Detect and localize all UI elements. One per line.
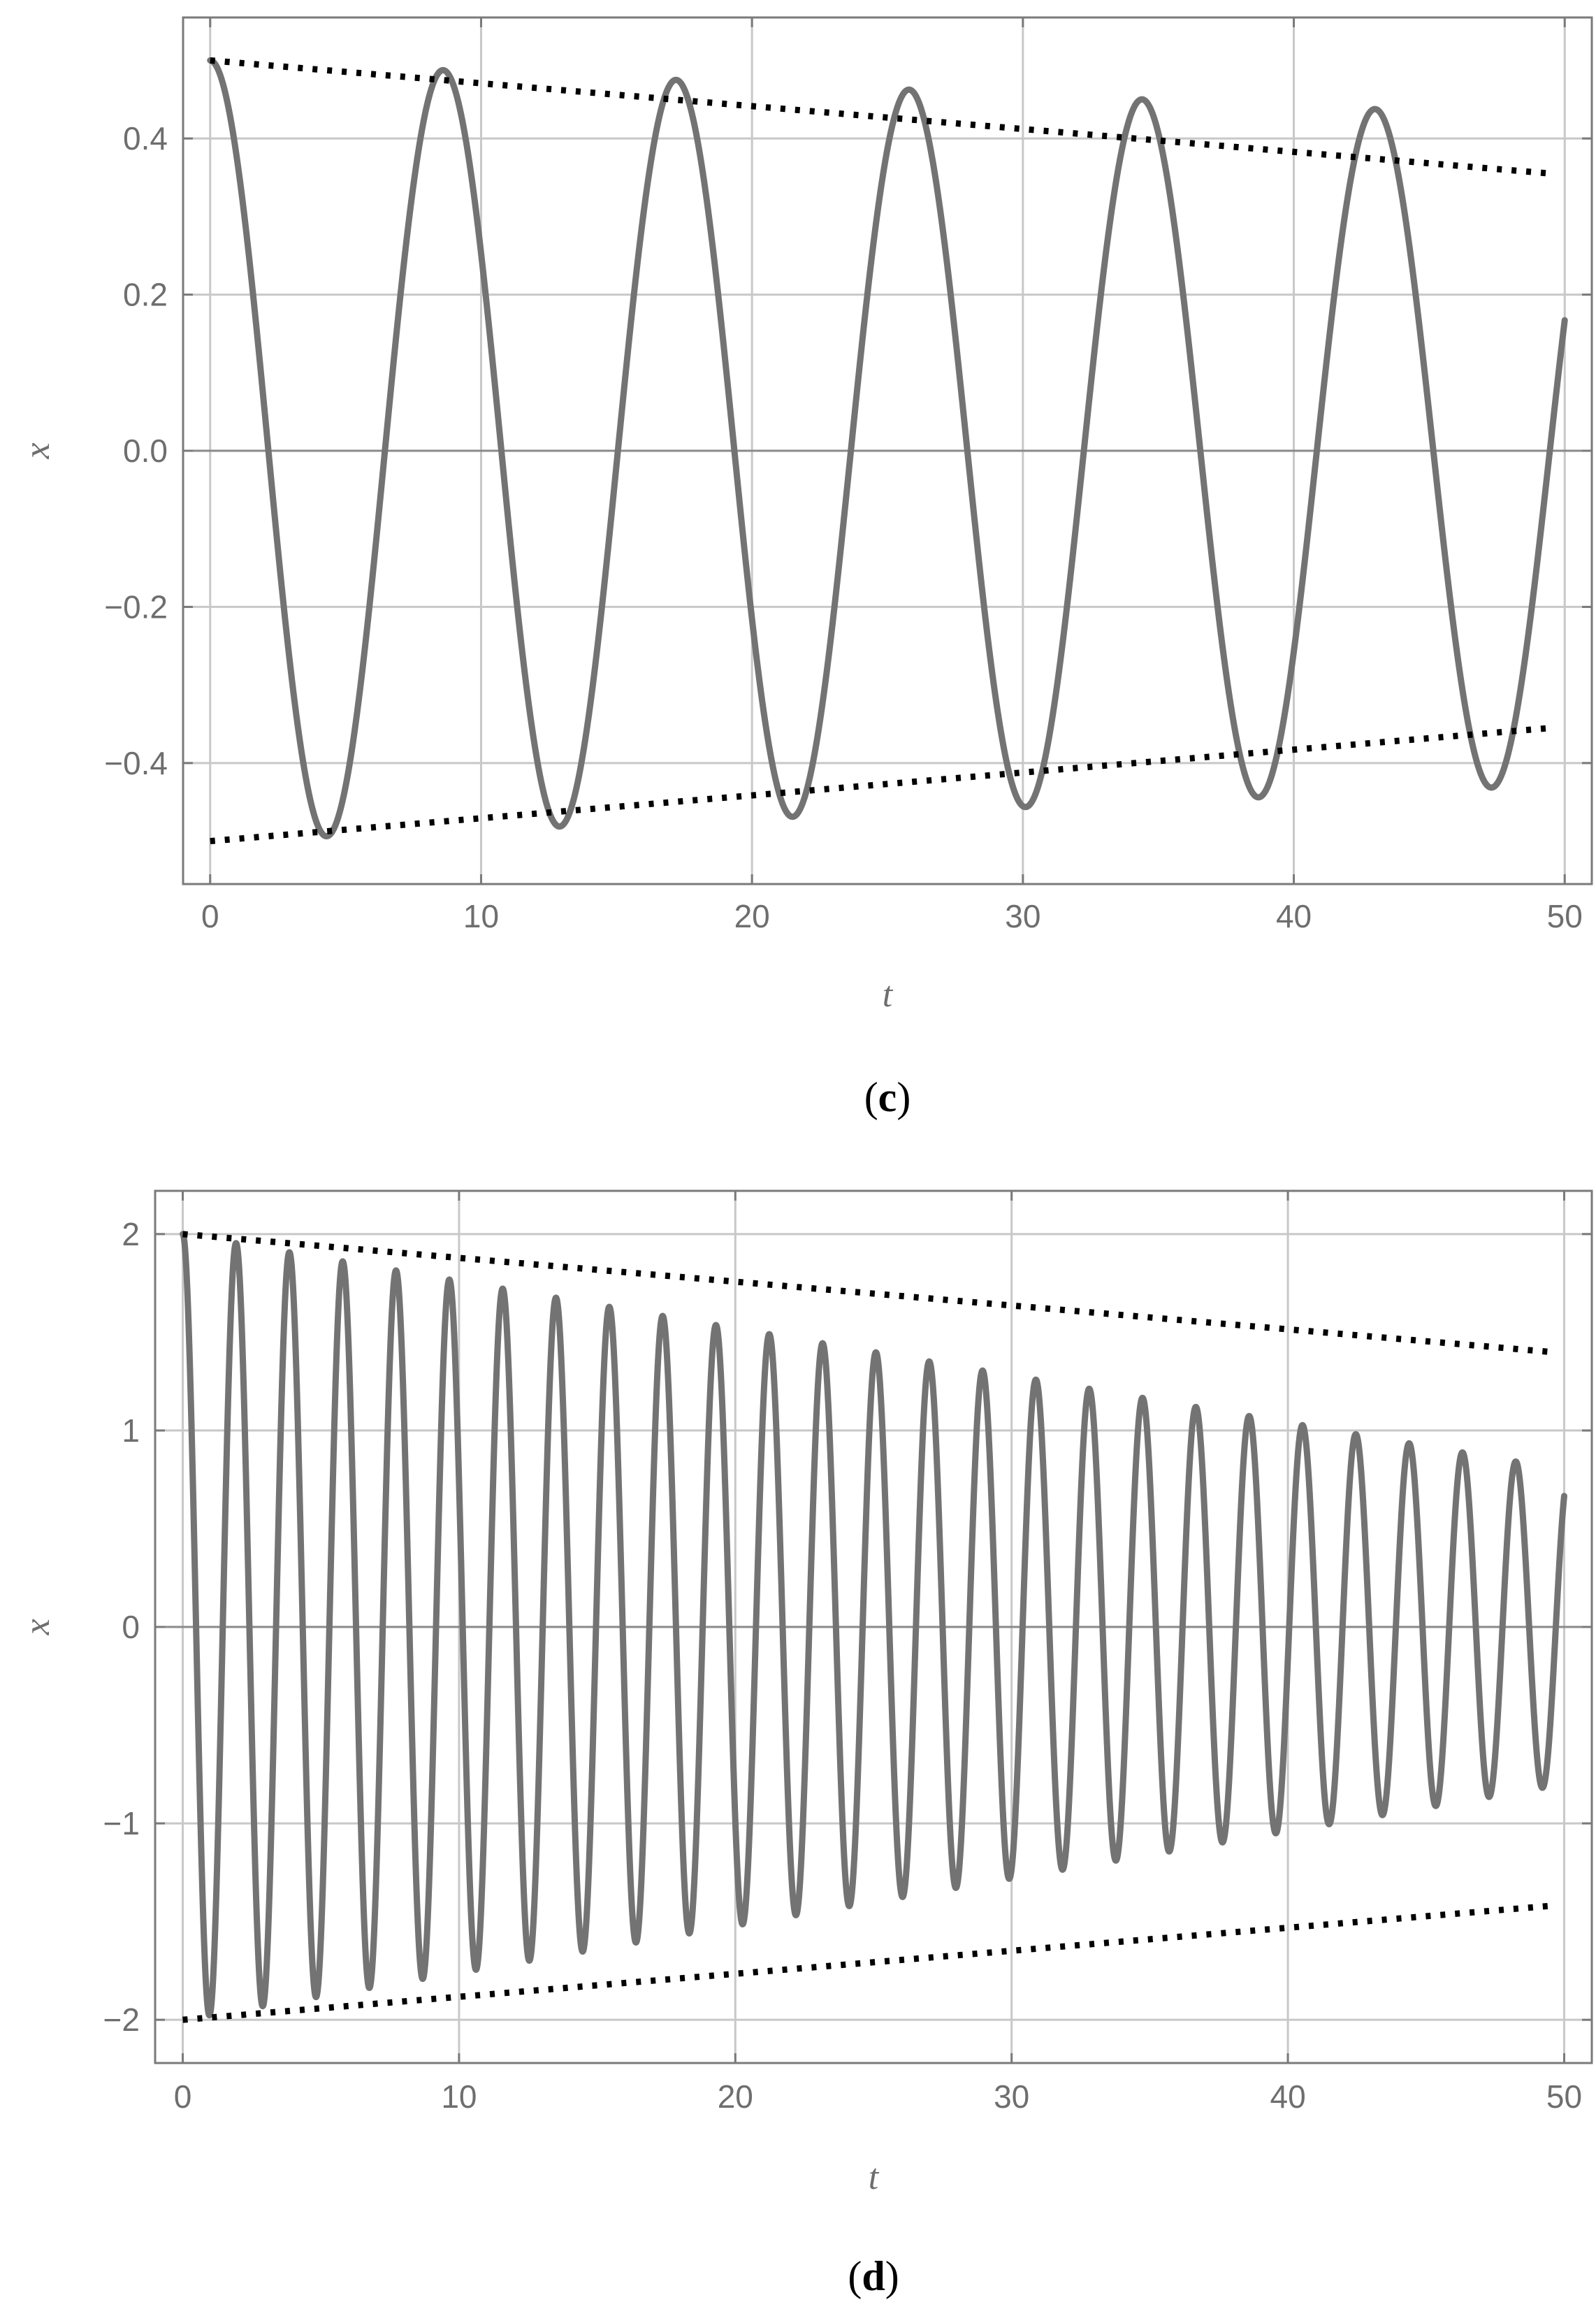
series-oscillation-line	[207, 57, 1568, 840]
series-envelope-dotted-line	[210, 57, 1552, 177]
caption-close-paren: )	[897, 1074, 911, 1120]
x-tick-label: 30	[1005, 898, 1040, 934]
y-tick-label: 0.0	[123, 433, 168, 469]
x-tick-label: 10	[463, 898, 499, 934]
caption-open-paren: (	[848, 2253, 862, 2299]
x-axis-label: t	[883, 975, 894, 1015]
caption-close-paren: )	[885, 2253, 899, 2299]
x-tick-label: 40	[1270, 2078, 1305, 2115]
y-tick-label: 0.2	[123, 277, 168, 313]
series-envelope-dotted-line	[210, 725, 1552, 845]
caption-letter: c	[878, 1074, 897, 1120]
y-tick-label: −2	[103, 2002, 140, 2038]
caption-open-paren: (	[864, 1074, 878, 1120]
y-tick-label: −1	[103, 1805, 140, 1841]
x-tick-label: 40	[1276, 898, 1312, 934]
x-axis-label: t	[869, 2157, 880, 2197]
x-tick-label: 0	[201, 898, 219, 934]
figure-c: 0 10 20 30 40 50 −0.4 −0.2 0.0 0.2 0.4 t x (c)	[17, 16, 1593, 1120]
y-tick-label: −0.4	[104, 745, 168, 781]
figure-d: 0 10 20 30 40 50 −2 −1 0 1 2 t x (d)	[0, 1162, 1596, 2323]
x-tick-label: 20	[734, 898, 770, 934]
x-tick-label: 0	[174, 2078, 192, 2115]
y-tick-label: 0	[122, 1609, 140, 1645]
figure-caption: (d)	[848, 2253, 899, 2299]
y-axis-label: x	[17, 1619, 57, 1635]
figure-caption: (c)	[864, 1074, 911, 1120]
x-tick-label: 10	[441, 2078, 477, 2115]
x-tick-label: 50	[1546, 2078, 1582, 2115]
y-tick-label: 0.4	[123, 120, 168, 157]
chart-c-svg: 0 10 20 30 40 50 −0.4 −0.2 0.0 0.2 0.4 t x (c)	[17, 16, 1593, 1120]
y-axis-label: x	[17, 442, 57, 459]
y-tick-label: 2	[122, 1216, 140, 1252]
x-tick-label: 20	[718, 2078, 753, 2115]
x-tick-label: 50	[1547, 898, 1583, 934]
series-oscillation-line	[180, 1231, 1567, 2019]
y-tick-label: −0.2	[104, 588, 168, 625]
chart-d-svg: 0 10 20 30 40 50 −2 −1 0 1 2 t x (d)	[17, 1189, 1593, 2299]
series-envelope-dotted-line	[182, 1902, 1551, 2023]
x-tick-label: 30	[994, 2078, 1029, 2115]
y-tick-label: 1	[122, 1412, 140, 1449]
caption-letter: d	[862, 2253, 885, 2299]
